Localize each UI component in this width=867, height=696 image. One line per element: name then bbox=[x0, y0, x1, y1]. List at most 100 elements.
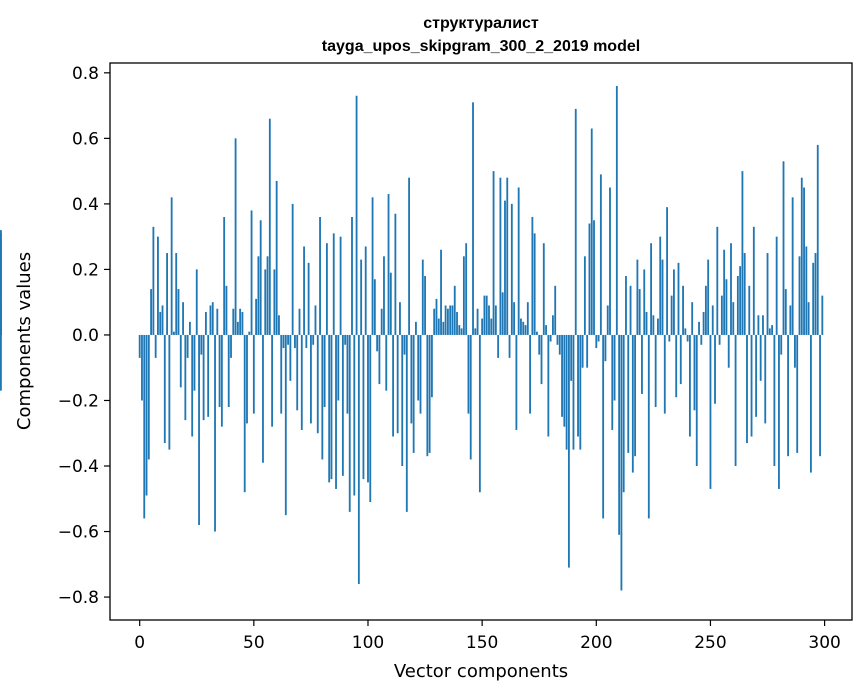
bar-26 bbox=[198, 334, 200, 525]
bar-68 bbox=[294, 334, 296, 349]
bar-67 bbox=[291, 203, 294, 335]
bar-129 bbox=[433, 308, 436, 335]
bar-149 bbox=[478, 334, 481, 493]
bar-275 bbox=[766, 253, 769, 335]
bar-95 bbox=[355, 95, 358, 335]
x-axis-label: Vector components bbox=[394, 661, 568, 682]
x-tick-label: 300 bbox=[808, 633, 840, 653]
bar-102 bbox=[371, 197, 374, 335]
bar-168 bbox=[522, 321, 525, 335]
bar-196 bbox=[586, 334, 589, 368]
bar-30 bbox=[207, 334, 210, 417]
bar-89 bbox=[341, 334, 344, 476]
bar-192 bbox=[577, 334, 579, 437]
bar-163 bbox=[510, 203, 513, 335]
bar-181 bbox=[552, 315, 554, 335]
bar-51 bbox=[255, 298, 258, 335]
bar-207 bbox=[611, 334, 614, 430]
bar-190 bbox=[572, 334, 575, 450]
bar-109 bbox=[387, 194, 390, 335]
bar-73 bbox=[305, 334, 308, 349]
bar-145 bbox=[469, 334, 472, 460]
bar-92 bbox=[348, 334, 351, 512]
bar-10 bbox=[161, 305, 164, 335]
bar-144 bbox=[467, 334, 470, 414]
bar-15 bbox=[173, 331, 175, 335]
bar-90 bbox=[344, 334, 347, 345]
bar-193 bbox=[579, 334, 582, 450]
bar-124 bbox=[421, 259, 424, 335]
bar-287 bbox=[794, 334, 796, 368]
bar-260 bbox=[732, 302, 735, 335]
bar-8 bbox=[157, 236, 159, 335]
bar-272 bbox=[759, 334, 762, 381]
bar-155 bbox=[492, 171, 495, 335]
bar-277 bbox=[771, 325, 774, 335]
bar-98 bbox=[362, 334, 365, 480]
bar-undefined bbox=[0, 334, 2, 391]
bar-282 bbox=[782, 161, 785, 335]
bar-14 bbox=[170, 197, 173, 335]
bar-122 bbox=[417, 334, 420, 401]
bar-12 bbox=[166, 253, 168, 335]
bar-281 bbox=[780, 334, 783, 355]
bar-202 bbox=[599, 174, 602, 335]
bar-154 bbox=[490, 318, 493, 335]
bar-25 bbox=[195, 269, 198, 335]
bar-188 bbox=[567, 334, 570, 568]
bars-group bbox=[0, 85, 824, 591]
bar-44 bbox=[239, 308, 242, 335]
x-tick-label: 50 bbox=[243, 633, 265, 653]
bar-185 bbox=[561, 334, 563, 417]
bar-49 bbox=[250, 210, 253, 335]
bar-158 bbox=[499, 177, 502, 335]
y-axis-label: Components values bbox=[14, 252, 35, 430]
bar-254 bbox=[718, 334, 721, 345]
y-tick-label: 0.6 bbox=[72, 129, 99, 149]
bar-132 bbox=[440, 249, 442, 335]
bar-199 bbox=[593, 220, 595, 335]
bar-148 bbox=[476, 308, 479, 335]
bar-165 bbox=[515, 334, 518, 430]
bar-244 bbox=[695, 334, 698, 467]
bar-29 bbox=[204, 312, 207, 335]
bar-194 bbox=[581, 334, 584, 368]
bar-230 bbox=[663, 334, 666, 414]
bar-50 bbox=[252, 334, 255, 414]
bar-43 bbox=[236, 321, 239, 335]
bar-53 bbox=[259, 220, 262, 335]
y-tick-label: −0.6 bbox=[58, 523, 99, 543]
bar-227 bbox=[657, 318, 659, 335]
bar-180 bbox=[549, 334, 552, 342]
bar-156 bbox=[494, 305, 497, 335]
bar-218 bbox=[636, 259, 639, 335]
bar-176 bbox=[540, 334, 543, 385]
bar-97 bbox=[360, 259, 363, 335]
bar-238 bbox=[682, 285, 684, 335]
bar-138 bbox=[453, 285, 456, 335]
bar-79 bbox=[319, 216, 321, 335]
bar-178 bbox=[545, 325, 547, 335]
y-tick-label: 0.4 bbox=[72, 195, 99, 215]
bar-217 bbox=[634, 334, 637, 457]
bar-221 bbox=[643, 269, 646, 335]
bar-70 bbox=[298, 308, 301, 335]
bar-141 bbox=[460, 328, 463, 335]
bar-27 bbox=[200, 334, 203, 355]
y-tick-label: −0.4 bbox=[58, 457, 99, 477]
bar-87 bbox=[337, 334, 340, 401]
bar-127 bbox=[428, 334, 431, 453]
bar-162 bbox=[508, 334, 511, 358]
bar-54 bbox=[262, 334, 264, 463]
bar-289 bbox=[798, 256, 801, 335]
bar-284 bbox=[787, 334, 789, 457]
bar-86 bbox=[335, 334, 337, 489]
bar-88 bbox=[339, 236, 342, 335]
bar-69 bbox=[296, 334, 299, 411]
bar-153 bbox=[488, 305, 490, 335]
bar-72 bbox=[303, 246, 305, 335]
bar-150 bbox=[481, 318, 484, 335]
bar-71 bbox=[300, 334, 303, 430]
bar-108 bbox=[385, 334, 388, 391]
x-tick-label: 200 bbox=[580, 633, 612, 653]
